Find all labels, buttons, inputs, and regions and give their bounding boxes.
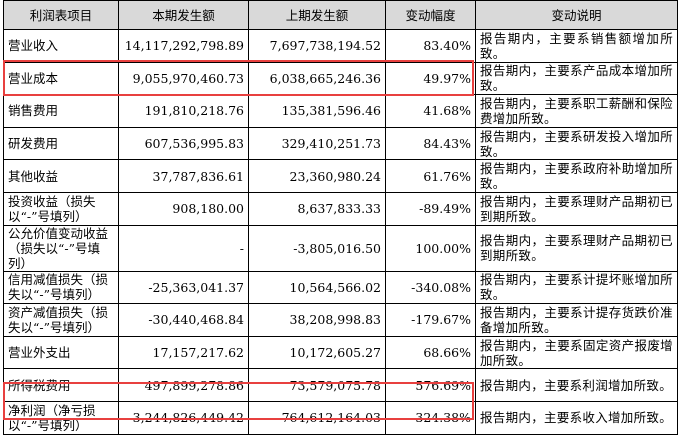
table-cell: 报告期内，主要系职工薪酬和保险费增加所致。 [475,94,678,128]
table-cell: 信用减值损失（损失以“-”号填列） [3,270,119,305]
table-cell: 报告期内，主要系产品成本增加所致。 [475,61,678,96]
table-cell: 61.76% [385,159,476,193]
table-cell: 6,038,665,246.36 [248,61,386,96]
table-cell: 报告期内，主要系研发投入增加所致。 [475,126,678,161]
table-cell: 报告期内，主要系销售额增加所致。 [475,29,678,63]
table-cell: 324.38% [385,400,476,435]
page: {"table": { "header": ["利润表项目", "本期发生额",… [3,0,678,435]
table-cell: 83.40% [385,29,476,63]
table-cell: -179.67% [385,303,476,337]
table-row: 其他收益 37,787,836.61 23,360,980.24 61.76% 报告期内… [3,159,678,193]
header-cell: 变动幅度 [385,0,476,30]
table-cell: 191,810,218.76 [118,94,249,128]
table-cell: 报告期内，主要系收入增加所致。 [475,400,678,435]
table-cell: 38,208,998.83 [248,303,386,337]
table-cell: 报告期内，主要系计提存货跌价准备增加所致。 [475,303,678,337]
table-row: 资产减值损失（损失以“-”号填列） -30,440,468.84 38,208,99… [3,303,678,337]
table-cell: -25,363,041.37 [118,270,249,305]
table-cell: 其他收益 [3,159,119,193]
table-row: 净利润（净亏损以“-”号填列） 3,244,826,449.42 764,612,1… [3,400,678,435]
table-row: 营业外支出 17,157,217.62 10,172,605.27 68.66% 报告期… [3,335,678,370]
table-cell: 17,157,217.62 [118,335,249,370]
table-cell: 37,787,836.61 [118,159,249,193]
table-cell: 764,612,164.03 [248,400,386,435]
table-cell: - [118,224,249,272]
table-cell: 908,180.00 [118,191,249,226]
table-cell: 73,579,075.78 [248,368,386,402]
table-cell: 资产减值损失（损失以“-”号填列） [3,303,119,337]
table-cell: 净利润（净亏损以“-”号填列） [3,400,119,435]
table-cell: 41.68% [385,94,476,128]
table-cell: 23,360,980.24 [248,159,386,193]
table-cell: 84.43% [385,126,476,161]
table-cell: 10,564,566.02 [248,270,386,305]
table-cell: 营业成本 [3,61,119,96]
table-cell: -30,440,468.84 [118,303,249,337]
table-cell: 3,244,826,449.42 [118,400,249,435]
table-cell: 10,172,605.27 [248,335,386,370]
table-cell: -340.08% [385,270,476,305]
header-cell: 利润表项目 [3,0,119,30]
table-cell: 329,410,251.73 [248,126,386,161]
table-cell: 报告期内，主要系政府补助增加所致。 [475,159,678,193]
table-cell: 100.00% [385,224,476,272]
table-cell: 营业收入 [3,29,119,63]
table-row: 营业成本 9,055,970,460.73 6,038,665,246.36 49.9… [3,61,678,96]
table-row: 所得税费用 497,899,278.86 73,579,075.78 576.69% 报… [3,368,678,402]
table-cell: 报告期内，主要系固定资产报废增加所致。 [475,335,678,370]
table-row: 销售费用 191,810,218.76 135,381,596.46 41.68% 报告… [3,94,678,128]
table-cell: 497,899,278.86 [118,368,249,402]
table-cell: 607,536,995.83 [118,126,249,161]
table-row: 公允价值变动收益（损失以“-”号填列） - -3,805,016.50 100.00%… [3,224,678,272]
table-row: 投资收益（损失以“-”号填列） 908,180.00 8,637,833.33 -89… [3,191,678,226]
table-cell: 报告期内，主要系计提坏账增加所致。 [475,270,678,305]
header-cell: 本期发生额 [118,0,249,30]
table-cell: 所得税费用 [3,368,119,402]
table-cell: 销售费用 [3,94,119,128]
table-cell: 研发费用 [3,126,119,161]
table-wrap: 利润表项目 本期发生额 上期发生额 变动幅度 变动说明 营业收入 14,117,292,7… [3,0,678,435]
header-row: 利润表项目 本期发生额 上期发生额 变动幅度 变动说明 [3,0,678,30]
table-cell: 7,697,738,194.52 [248,29,386,63]
header-cell: 上期发生额 [248,0,386,30]
table-cell: 公允价值变动收益（损失以“-”号填列） [3,224,119,272]
table-cell: 报告期内，主要系理财产品期初已到期所致。 [475,224,678,272]
table-cell: 营业外支出 [3,335,119,370]
table-cell: 投资收益（损失以“-”号填列） [3,191,119,226]
table-body: 营业收入 14,117,292,798.89 7,697,738,194.52 83.… [3,29,678,435]
table-cell: 14,117,292,798.89 [118,29,249,63]
table-cell: 报告期内，主要系理财产品期初已到期所致。 [475,191,678,226]
table-cell: 576.69% [385,368,476,402]
table-cell: 135,381,596.46 [248,94,386,128]
table-row: 信用减值损失（损失以“-”号填列） -25,363,041.37 10,564,56… [3,270,678,305]
table-cell: 9,055,970,460.73 [118,61,249,96]
table-row: 研发费用 607,536,995.83 329,410,251.73 84.43% 报告… [3,126,678,161]
table-cell: -3,805,016.50 [248,224,386,272]
table-cell: 68.66% [385,335,476,370]
table-cell: 49.97% [385,61,476,96]
table-cell: -89.49% [385,191,476,226]
table-cell: 报告期内，主要系利润增加所致。 [475,368,678,402]
profit-table: 利润表项目 本期发生额 上期发生额 变动幅度 变动说明 营业收入 14,117,292,7… [3,0,678,435]
table-cell: 8,637,833.33 [248,191,386,226]
header-cell: 变动说明 [475,0,678,30]
table-row: 营业收入 14,117,292,798.89 7,697,738,194.52 83.… [3,29,678,63]
